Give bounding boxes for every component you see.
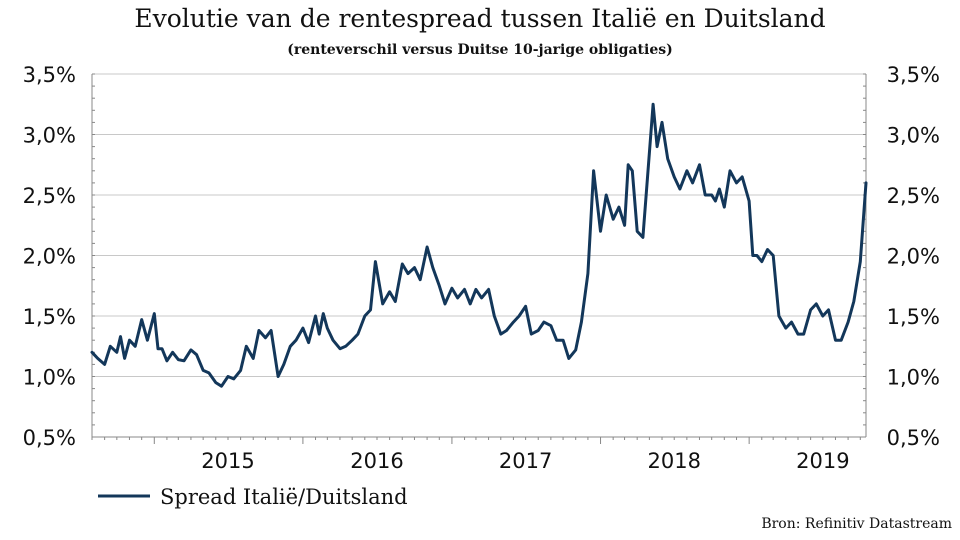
series-line — [90, 102, 868, 388]
y-tick-label-right: 3,5% — [887, 63, 940, 87]
y-tick-label-left: 3,0% — [23, 124, 76, 148]
x-tick-label: 2019 — [796, 449, 849, 473]
ticks: 0,5% 0,5% 1,0% 1,0% 1,5% 1,5% 2,0% 2,0% 2,5% 2,5%… — [23, 63, 940, 473]
y-tick-label-left: 1,5% — [23, 305, 76, 329]
x-tick-label: 2015 — [201, 449, 254, 473]
y-tick-label-right: 2,5% — [887, 184, 940, 208]
y-tick-label-right: 1,5% — [887, 305, 940, 329]
y-tick-label-left: 2,0% — [23, 245, 76, 269]
legend-label: Spread Italië/Duitsland — [160, 485, 408, 509]
y-tick-label-left: 3,5% — [23, 63, 76, 87]
y-tick-label-right: 1,0% — [887, 366, 940, 390]
series-layer — [90, 102, 868, 388]
x-tick-label: 2018 — [648, 449, 701, 473]
y-tick-label-left: 2,5% — [23, 184, 76, 208]
y-tick-label-right: 2,0% — [887, 245, 940, 269]
y-tick-label-right: 0,5% — [887, 426, 940, 450]
y-tick-label-right: 3,0% — [887, 124, 940, 148]
x-tick-label: 2017 — [499, 449, 552, 473]
source-note: Bron: Refinitiv Datastream — [761, 516, 952, 532]
y-tick-label-left: 0,5% — [23, 426, 76, 450]
legend: Spread Italië/Duitsland — [98, 485, 408, 509]
y-tick-label-left: 1,0% — [23, 366, 76, 390]
chart-subtitle: (renteverschil versus Duitse 10-jarige o… — [287, 42, 673, 58]
chart-title: Evolutie van de rentespread tussen Itali… — [134, 4, 826, 33]
x-tick-label: 2016 — [350, 449, 403, 473]
gridlines — [92, 73, 866, 377]
